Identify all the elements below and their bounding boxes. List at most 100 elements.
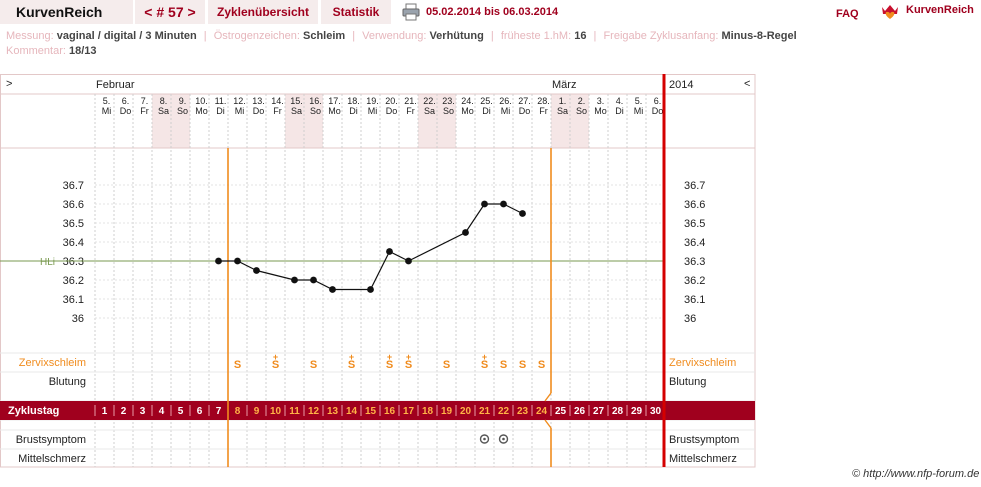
day-date: 23. (442, 96, 455, 106)
temp-tick-right: 36.3 (684, 256, 705, 268)
cycle-day-number: 20 (460, 406, 472, 417)
tab-cycle-overview[interactable]: Zyklenübersicht (208, 0, 318, 24)
info-line-2: Kommentar: 18/13 (6, 45, 97, 57)
day-weekday: Mi (634, 106, 644, 116)
cervix-symbol: S (310, 359, 317, 371)
cervix-symbol: S (500, 359, 507, 371)
cervix-symbol: S (234, 359, 241, 371)
weekend-shade (152, 94, 171, 148)
day-weekday: Do (652, 106, 664, 116)
cycle-day-number: 17 (403, 406, 415, 417)
day-date: 8. (160, 96, 168, 106)
cervix-plus: + (387, 352, 392, 362)
cycle-day-number: 5 (178, 406, 184, 417)
temp-tick-right: 36.2 (684, 275, 705, 287)
day-weekday: Fr (406, 106, 415, 116)
cycle-day-number: 9 (254, 406, 260, 417)
temp-tick-left: 36.2 (63, 275, 84, 287)
day-date: 13. (252, 96, 265, 106)
day-date: 9. (179, 96, 187, 106)
cervix-plus: + (406, 352, 411, 362)
day-date: 11. (215, 96, 227, 106)
cycle-day-number: 11 (289, 406, 300, 417)
nav-right-arrow[interactable]: < (744, 78, 750, 90)
temp-tick-left: 36.5 (63, 218, 84, 230)
row-label-mittelschmerz-right: Mittelschmerz (669, 453, 737, 465)
day-date: 22. (423, 96, 436, 106)
day-date: 19. (366, 96, 379, 106)
temp-tick-right: 36.4 (684, 237, 705, 249)
weekend-shade (171, 94, 190, 148)
day-weekday: Do (519, 106, 531, 116)
credit-text: © http://www.nfp-forum.de (852, 468, 980, 480)
marker-line-after-bend (544, 392, 552, 402)
day-weekday: Mo (328, 106, 341, 116)
faq-link[interactable]: FAQ (836, 8, 859, 20)
temp-tick-left: 36.4 (63, 237, 84, 249)
verwendung-value: Verhütung (429, 30, 484, 42)
temperature-point (291, 276, 298, 284)
day-date: 5. (103, 96, 111, 106)
printer-icon[interactable] (402, 3, 420, 21)
day-weekday: Fr (273, 106, 282, 116)
top-bar: KurvenReich < # 57 > Zyklenübersicht Sta… (0, 0, 981, 24)
cycle-day-number: 16 (384, 406, 396, 417)
cycle-day-bar (0, 401, 755, 420)
weekend-shade (285, 94, 304, 148)
messung-value: vaginal / digital / 3 Minuten (56, 30, 197, 42)
cervix-plus: + (349, 352, 354, 362)
temperature-point (405, 257, 412, 265)
month-label: Februar (96, 79, 135, 91)
brand-name: KurvenReich (906, 4, 974, 16)
temp-tick-right: 36.7 (684, 180, 705, 192)
tab-statistics[interactable]: Statistik (321, 0, 391, 24)
temp-tick-right: 36.1 (684, 294, 705, 306)
row-label-breast-right: Brustsymptom (669, 434, 739, 446)
verwendung-label: Verwendung: (362, 30, 427, 42)
day-date: 1. (559, 96, 567, 106)
temp-tick-right: 36.6 (684, 199, 705, 211)
cycle-day-number: 21 (479, 406, 491, 417)
marker-line-after-bend (544, 419, 552, 429)
temp-tick-right: 36 (684, 313, 696, 325)
cycle-day-number: 7 (216, 406, 222, 417)
cycle-day-number: 6 (197, 406, 203, 417)
freigabe-label: Freigabe Zyklusanfang: (603, 30, 719, 42)
day-date: 25. (480, 96, 493, 106)
temp-tick-left: 36.6 (63, 199, 84, 211)
day-weekday: Mi (235, 106, 245, 116)
cervix-symbol: S (443, 359, 450, 371)
day-weekday: Fr (140, 106, 149, 116)
kommentar-value: 18/13 (68, 45, 97, 57)
day-weekday: Di (349, 106, 358, 116)
day-weekday: Fr (539, 106, 548, 116)
row-label-breast: Brustsymptom (16, 434, 86, 446)
day-weekday: Do (120, 106, 132, 116)
nav-left-arrow[interactable]: > (6, 78, 12, 90)
weekend-shade (570, 94, 589, 148)
day-date: 14. (271, 96, 284, 106)
cycle-navigator[interactable]: < # 57 > (135, 0, 205, 24)
cycle-day-number: 25 (555, 406, 567, 417)
day-weekday: Sa (424, 106, 435, 116)
day-weekday: Sa (158, 106, 169, 116)
row-label-mittelschmerz: Mittelschmerz (18, 453, 86, 465)
cervix-symbol: S (481, 359, 488, 371)
cervix-symbol: S (348, 359, 355, 371)
day-date: 15. (290, 96, 303, 106)
cycle-day-number: 4 (159, 406, 165, 417)
temperature-point (500, 200, 507, 208)
hm-value: 16 (574, 30, 587, 42)
day-date: 2. (578, 96, 586, 106)
oestrogen-value: Schleim (303, 30, 346, 42)
day-date: 16. (309, 96, 322, 106)
cervix-plus: + (273, 352, 278, 362)
cycle-day-number: 2 (121, 406, 127, 417)
cycle-day-number: 24 (536, 406, 548, 417)
app-title[interactable]: KurvenReich (0, 0, 133, 24)
cycle-day-number: 27 (593, 406, 605, 417)
oestrogen-label: Östrogenzeichen: (213, 30, 300, 42)
day-weekday: So (310, 106, 321, 116)
temp-tick-left: 36.3 (63, 256, 84, 268)
weekend-shade (437, 94, 456, 148)
